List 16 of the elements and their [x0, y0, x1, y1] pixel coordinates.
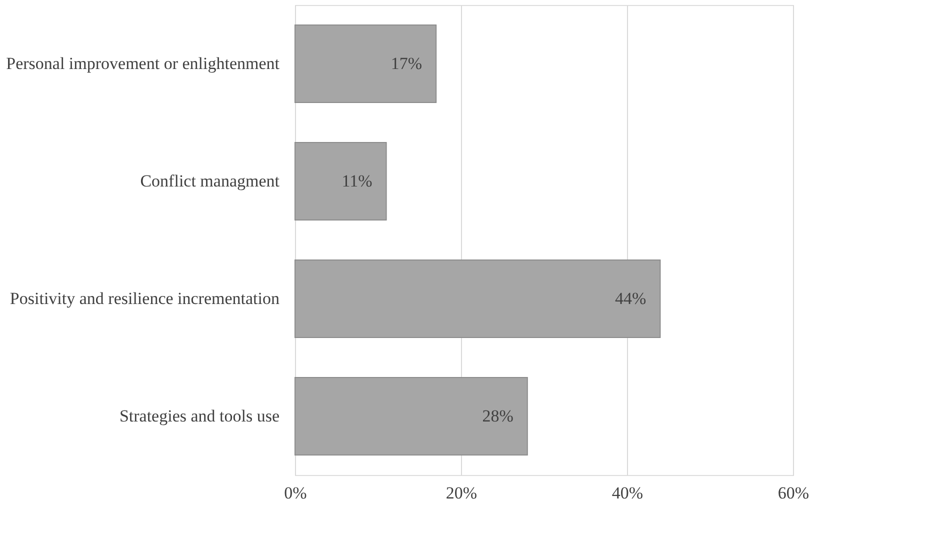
y-tick-label: Personal improvement or enlightenment	[6, 54, 280, 73]
bar	[294, 259, 661, 338]
bar	[294, 142, 387, 221]
x-tick-label: 20%	[446, 484, 478, 502]
y-tick-label: Strategies and tools use	[119, 406, 280, 426]
x-tick-label: 0%	[284, 484, 307, 502]
x-tick-label: 60%	[778, 484, 810, 502]
data-label: 17%	[390, 54, 422, 73]
y-tick-label: Positivity and resilience incrementation	[10, 288, 280, 308]
bar	[294, 376, 528, 456]
data-label: 28%	[482, 406, 514, 426]
x-tick-label: 40%	[612, 484, 644, 502]
data-label: 11%	[342, 171, 372, 190]
data-label: 44%	[615, 288, 646, 308]
bar	[294, 24, 437, 104]
y-tick-label: Conflict managment	[140, 171, 280, 190]
